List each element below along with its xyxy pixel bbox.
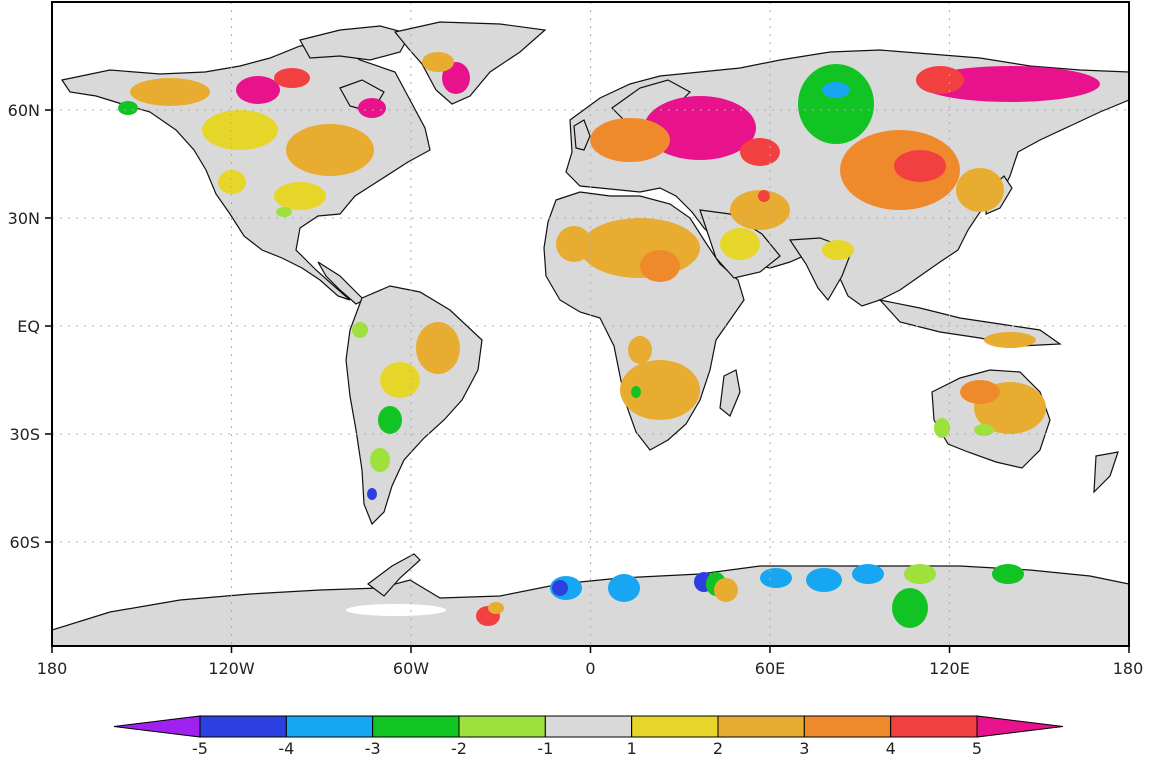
land-antarctica <box>52 565 1129 646</box>
lat-tick-label: EQ <box>17 317 40 336</box>
colorbar-box <box>199 715 287 738</box>
lon-tick-label: 0 <box>585 659 595 678</box>
lon-tick-labels: 180 120W 60W 0 60E 120E 180 <box>37 659 1144 678</box>
colorbar-box <box>372 715 460 738</box>
colorbar-box <box>717 715 805 738</box>
land-new-zealand <box>1093 451 1119 494</box>
colorbar-box <box>285 715 374 738</box>
lon-tick-label: 120W <box>208 659 255 678</box>
land-greenland <box>393 21 547 105</box>
lat-tick-label: 30S <box>9 425 40 444</box>
lon-tick-label: 60W <box>393 659 429 678</box>
axis-ticks <box>45 109 1130 653</box>
colorbar-tick-label: 4 <box>886 739 896 758</box>
colorbar-tick-label: 1 <box>627 739 637 758</box>
lat-tick-label: 60S <box>9 533 40 552</box>
anomaly-patches <box>118 52 1100 628</box>
lon-tick-label: 60E <box>755 659 785 678</box>
colorbar-box <box>803 715 892 738</box>
colorbar-tick-label: -1 <box>537 739 553 758</box>
land-antarctic-peninsula <box>367 553 421 597</box>
colorbar-tick-label: 3 <box>799 739 809 758</box>
lat-tick-label: 30N <box>8 209 40 228</box>
lon-tick-label: 120E <box>929 659 970 678</box>
land-britain <box>573 119 591 151</box>
lon-tick-label: 180 <box>37 659 68 678</box>
colorbar-tick-label: -3 <box>365 739 381 758</box>
colorbar-box <box>631 715 719 738</box>
colorbar: -5 -4 -3 -2 -1 1 2 3 4 5 <box>113 715 1064 758</box>
colorbar-extend-min <box>113 715 201 738</box>
lon-tick-label: 180 <box>1113 659 1144 678</box>
map-layers <box>52 2 1129 646</box>
lat-tick-labels: 60N 30N EQ 30S 60S <box>8 101 40 552</box>
colorbar-tick-label: 5 <box>972 739 982 758</box>
colorbar-tick-label: -5 <box>192 739 208 758</box>
lat-tick-label: 60N <box>8 101 40 120</box>
colorbar-box <box>890 715 978 738</box>
land-madagascar <box>719 369 741 417</box>
gridlines <box>52 2 1129 646</box>
colorbar-tick-label: -4 <box>278 739 294 758</box>
colorbar-tick-label: 2 <box>713 739 723 758</box>
colorbar-tick-label: -2 <box>451 739 467 758</box>
colorbar-extend-max <box>976 715 1064 738</box>
colorbar-box <box>544 715 633 738</box>
land-canadian-arctic <box>299 25 411 61</box>
colorbar-box <box>458 715 546 738</box>
